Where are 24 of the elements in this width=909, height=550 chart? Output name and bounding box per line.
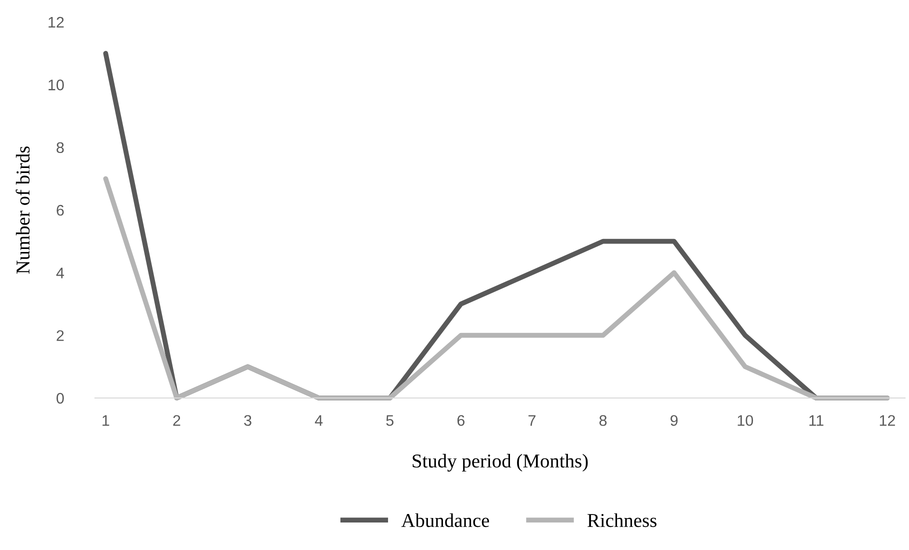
- y-tick-label: 4: [56, 268, 64, 278]
- x-tick-label: 10: [738, 415, 754, 426]
- x-tick-label: 2: [173, 415, 180, 426]
- y-axis-title: Number of birds: [16, 146, 30, 274]
- y-tick-label: 12: [48, 16, 64, 28]
- x-tick-label: 12: [880, 415, 895, 426]
- y-tick-label: 6: [56, 204, 64, 216]
- x-tick-label: 8: [599, 415, 607, 426]
- legend-label: Richness: [588, 513, 656, 528]
- x-tick-label: 1: [102, 415, 110, 426]
- y-tick-label: 0: [56, 392, 64, 404]
- x-tick-label: 6: [457, 415, 464, 426]
- x-tick-label: 11: [809, 415, 824, 426]
- x-tick-label: 9: [670, 415, 678, 426]
- y-tick-label: 2: [56, 330, 64, 341]
- y-tick-label: 10: [48, 80, 64, 90]
- x-tick-label: 5: [386, 415, 394, 426]
- x-tick-label: 3: [244, 415, 252, 426]
- line-series: [103, 176, 890, 400]
- x-axis-title: Study period (Months): [412, 454, 588, 472]
- legend-label: Abundance: [401, 513, 490, 528]
- y-tick-label: 8: [56, 142, 64, 154]
- x-tick-label: 4: [314, 415, 323, 426]
- x-tick-label: 7: [528, 415, 536, 426]
